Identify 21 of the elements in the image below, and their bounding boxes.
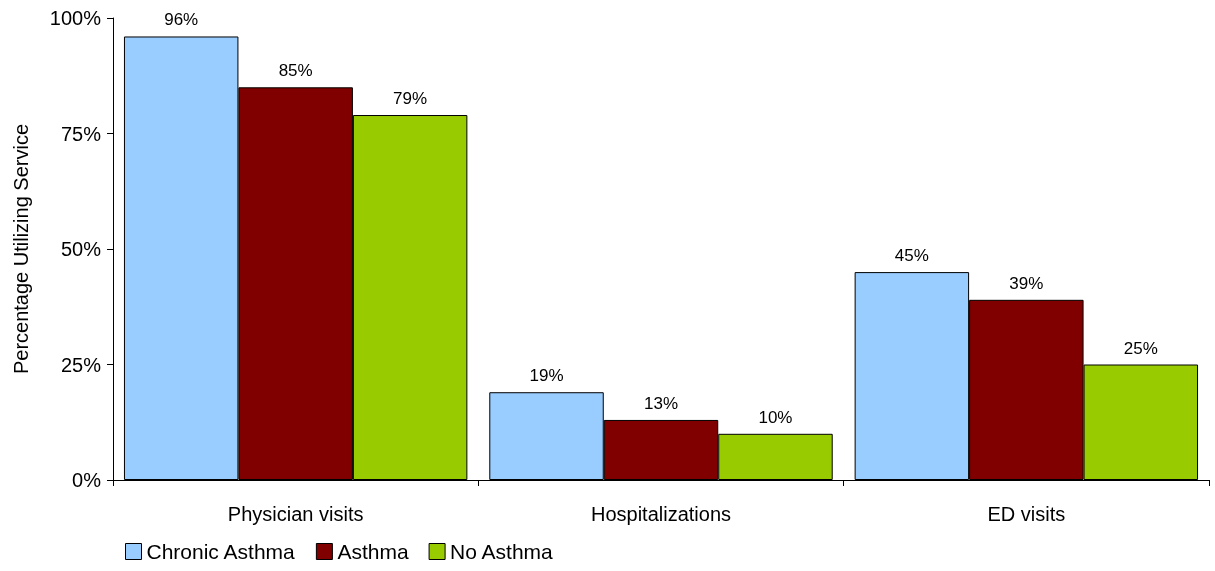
y-axis-title: Percentage Utilizing Service (10, 123, 32, 375)
data-label: 45% (894, 246, 929, 266)
y-tick-label: 25% (60, 353, 102, 376)
data-label: 39% (1009, 273, 1044, 293)
x-tick-label: Physician visits (227, 503, 364, 525)
data-label: 85% (278, 61, 313, 81)
y-tick-label: 50% (60, 238, 102, 260)
legend-label: No Asthma (450, 540, 554, 563)
data-label: 10% (758, 407, 793, 427)
data-label: 79% (393, 89, 428, 109)
legend-label: Asthma (337, 540, 409, 563)
y-tick-label: 75% (60, 122, 102, 145)
data-label: 96% (164, 10, 199, 30)
data-label: 19% (529, 366, 564, 386)
y-tick-label: 100% (49, 7, 102, 29)
data-label: 25% (1123, 338, 1158, 358)
x-tick-label: ED visits (987, 503, 1066, 525)
data-label: 13% (643, 393, 679, 413)
x-tick-label: Hospitalizations (590, 503, 732, 525)
legend-label: Chronic Asthma (146, 540, 296, 563)
y-tick-label: 0% (72, 469, 102, 491)
